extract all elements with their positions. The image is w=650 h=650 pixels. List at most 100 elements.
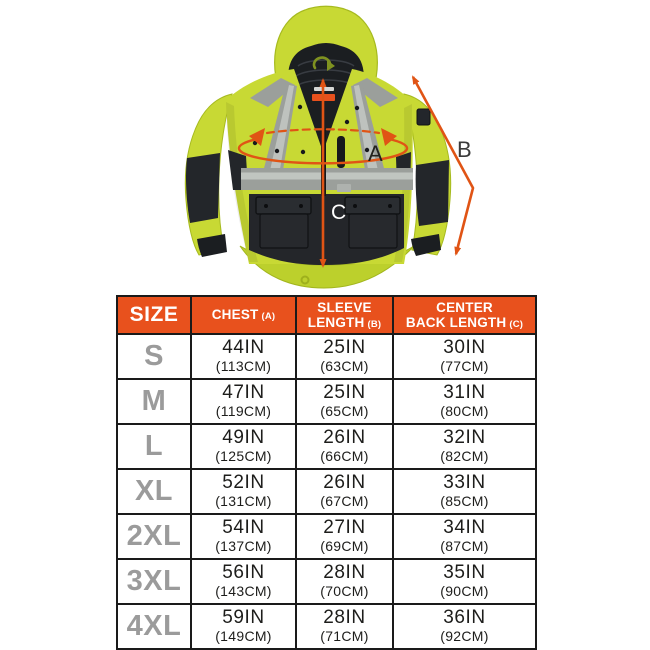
- header-text: SIZE: [129, 303, 179, 327]
- center-back-length-measurement: 30IN (77CM): [392, 333, 537, 380]
- right-cargo-pocket: [344, 196, 401, 249]
- measurement-label-b: B: [457, 137, 472, 162]
- measurement-label-c: C: [331, 201, 346, 224]
- sleeve-length-measurement: 25IN (63CM): [295, 333, 394, 380]
- size-label: L: [116, 423, 192, 470]
- column-header-sleeve-length: SLEEVE LENGTH (B): [295, 295, 394, 335]
- measurement-inches: 28IN: [323, 607, 366, 629]
- band-tab: [337, 184, 351, 192]
- measurement-cm: (71CM): [320, 628, 369, 645]
- measurement-inches: 31IN: [443, 382, 486, 404]
- measurement-label-a: A: [368, 141, 383, 166]
- measurement-cm: (125CM): [215, 448, 272, 465]
- measurement-inches: 47IN: [222, 382, 265, 404]
- size-label: 4XL: [116, 603, 192, 650]
- measurement-inches: 52IN: [222, 472, 265, 494]
- size-label: S: [116, 333, 192, 380]
- measurement-cm: (63CM): [320, 358, 369, 375]
- measurement-cm: (149CM): [215, 628, 272, 645]
- sleeve-length-measurement: 25IN (65CM): [295, 378, 394, 425]
- measurement-inches: 44IN: [222, 337, 265, 359]
- measurement-inches: 32IN: [443, 427, 486, 449]
- table-header-row: SIZE CHEST (A) SLEEVE LENGTH (B) CENTER BA…: [116, 295, 537, 335]
- center-back-length-measurement: 33IN (85CM): [392, 468, 537, 515]
- measurement-cm: (137CM): [215, 538, 272, 555]
- column-header-center-back-length: CENTER BACK LENGTH (C): [392, 295, 537, 335]
- measurement-cm: (92CM): [440, 628, 489, 645]
- header-text: CHEST: [211, 307, 259, 323]
- lower-shell: [249, 130, 404, 285]
- measurement-inches: 25IN: [323, 337, 366, 359]
- column-header-chest: CHEST (A): [190, 295, 297, 335]
- measurement-cm: (66CM): [320, 448, 369, 465]
- measurement-inches: 36IN: [443, 607, 486, 629]
- size-row: 4XL 59IN (149CM) 28IN (71CM) 36IN (92CM): [116, 603, 537, 650]
- column-header-size: SIZE: [116, 295, 192, 335]
- left-sleeve: [184, 93, 233, 257]
- measurement-cm: (85CM): [440, 493, 489, 510]
- center-back-length-measurement: 36IN (92CM): [392, 603, 537, 650]
- size-row: 2XL 54IN (137CM) 27IN (69CM) 34IN (87CM): [116, 513, 537, 560]
- measurement-inches: 25IN: [323, 382, 366, 404]
- measurement-cm: (82CM): [440, 448, 489, 465]
- center-back-length-measurement: 35IN (90CM): [392, 558, 537, 605]
- chest-measurement: 52IN (131CM): [190, 468, 297, 515]
- jacket-illustration: A B C: [184, 5, 475, 289]
- size-label: 2XL: [116, 513, 192, 560]
- reflective-stripes: [241, 78, 413, 190]
- sleeve-length-measurement: 26IN (67CM): [295, 468, 394, 515]
- measurement-inches: 26IN: [323, 427, 366, 449]
- header-marker: (A): [261, 311, 276, 323]
- header-text: BACK LENGTH: [405, 314, 507, 330]
- measurement-inches: 30IN: [443, 337, 486, 359]
- measurement-inches: 49IN: [222, 427, 265, 449]
- measurement-inches: 26IN: [323, 472, 366, 494]
- measurement-cm: (143CM): [215, 583, 272, 600]
- size-rows: S 44IN (113CM) 25IN (63CM) 30IN (77CM) M…: [116, 333, 537, 650]
- measurement-inches: 35IN: [443, 562, 486, 584]
- chest-measurement: 56IN (143CM): [190, 558, 297, 605]
- header-text: SLEEVE: [317, 299, 372, 315]
- size-row: 3XL 56IN (143CM) 28IN (70CM) 35IN (90CM): [116, 558, 537, 605]
- left-cargo-pocket: [255, 196, 312, 249]
- chest-measurement: 44IN (113CM): [190, 333, 297, 380]
- center-back-length-measurement: 34IN (87CM): [392, 513, 537, 560]
- measurement-cm: (80CM): [440, 403, 489, 420]
- measurement-inches: 34IN: [443, 517, 486, 539]
- header-text: LENGTH: [307, 314, 365, 330]
- sleeve-logo-patch: [416, 108, 431, 126]
- measurement-cm: (119CM): [215, 403, 272, 420]
- chest-measurement: 59IN (149CM): [190, 603, 297, 650]
- size-label: XL: [116, 468, 192, 515]
- header-marker: (C): [509, 318, 524, 330]
- chest-pocket-zip: [337, 136, 345, 168]
- sleeve-length-measurement: 28IN (71CM): [295, 603, 394, 650]
- center-back-length-measurement: 31IN (80CM): [392, 378, 537, 425]
- measurement-cm: (65CM): [320, 403, 369, 420]
- header-marker: (B): [367, 318, 382, 330]
- measurement-cm: (90CM): [440, 583, 489, 600]
- chest-measurement: 54IN (137CM): [190, 513, 297, 560]
- measurement-inches: 59IN: [222, 607, 265, 629]
- jacket-figure: A B C: [0, 0, 650, 296]
- back-length-measurement-arrow: [312, 56, 335, 268]
- measurement-inches: 27IN: [323, 517, 366, 539]
- measurement-inches: 56IN: [222, 562, 265, 584]
- sleeve-measurement-arrow: [411, 75, 475, 256]
- measurement-cm: (77CM): [440, 358, 489, 375]
- sleeve-length-measurement: 26IN (66CM): [295, 423, 394, 470]
- size-row: M 47IN (119CM) 25IN (65CM) 31IN (80CM): [116, 378, 537, 425]
- size-label: M: [116, 378, 192, 425]
- size-row: L 49IN (125CM) 26IN (66CM) 32IN (82CM): [116, 423, 537, 470]
- size-row: XL 52IN (131CM) 26IN (67CM) 33IN (85CM): [116, 468, 537, 515]
- measurement-inches: 28IN: [323, 562, 366, 584]
- size-chart-table: SIZE CHEST (A) SLEEVE LENGTH (B) CENTER BA…: [116, 295, 537, 650]
- hem-drawcord-loop: [300, 275, 310, 285]
- size-label: 3XL: [116, 558, 192, 605]
- measurement-cm: (70CM): [320, 583, 369, 600]
- measurement-inches: 33IN: [443, 472, 486, 494]
- measurement-inches: 54IN: [222, 517, 265, 539]
- measurement-cm: (131CM): [215, 493, 272, 510]
- chest-measurement: 49IN (125CM): [190, 423, 297, 470]
- chest-measurement: 47IN (119CM): [190, 378, 297, 425]
